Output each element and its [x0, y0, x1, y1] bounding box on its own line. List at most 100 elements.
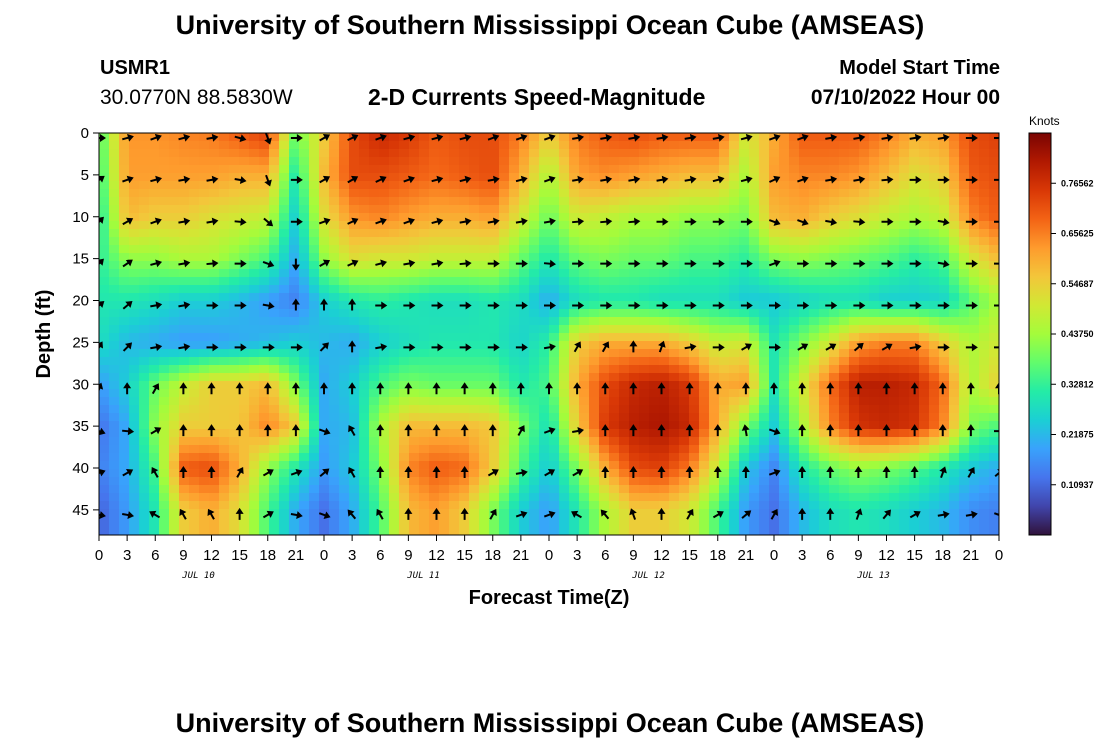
heatmap-cell: [699, 453, 710, 462]
heatmap-cell: [899, 309, 910, 318]
heatmap-cell: [579, 501, 590, 510]
heatmap-cell: [579, 509, 590, 518]
heatmap-cell: [259, 477, 270, 486]
heatmap-cell: [869, 397, 880, 406]
heatmap-cell: [99, 477, 110, 486]
heatmap-cell: [229, 133, 240, 142]
heatmap-cell: [109, 285, 120, 294]
heatmap-cell: [229, 485, 240, 494]
heatmap-cell: [319, 189, 330, 198]
heatmap-cell: [819, 157, 830, 166]
heatmap-cell: [489, 461, 500, 470]
heatmap-cell: [159, 509, 170, 518]
heatmap-cell: [859, 341, 870, 350]
heatmap-cell: [989, 197, 999, 206]
heatmap-cell: [509, 429, 520, 438]
heatmap-cell: [919, 389, 930, 398]
heatmap-cell: [779, 253, 790, 262]
heatmap-cell: [719, 149, 730, 158]
heatmap-cell: [529, 349, 540, 358]
heatmap-cell: [219, 165, 230, 174]
heatmap-cell: [469, 237, 480, 246]
heatmap-cell: [469, 229, 480, 238]
heatmap-cell: [299, 269, 310, 278]
heatmap-cell: [509, 229, 520, 238]
heatmap-cell: [649, 365, 660, 374]
heatmap-cell: [679, 237, 690, 246]
heatmap-cell: [679, 165, 690, 174]
heatmap-cell: [979, 413, 990, 422]
heatmap-cell: [959, 277, 970, 286]
heatmap-cell: [429, 197, 440, 206]
heatmap-cell: [779, 173, 790, 182]
heatmap-cell: [289, 285, 300, 294]
heatmap-cell: [919, 205, 930, 214]
heatmap-cell: [159, 429, 170, 438]
heatmap-cell: [149, 157, 160, 166]
heatmap-cell: [589, 493, 600, 502]
heatmap-cell: [739, 269, 750, 278]
heatmap-cell: [959, 285, 970, 294]
heatmap-cell: [439, 189, 450, 198]
heatmap-cell: [829, 485, 840, 494]
heatmap-cell: [259, 309, 270, 318]
heatmap-cell: [929, 349, 940, 358]
heatmap-cell: [879, 509, 890, 518]
heatmap-cell: [769, 501, 780, 510]
heatmap-cell: [559, 293, 570, 302]
heatmap-cell: [659, 317, 670, 326]
heatmap-cell: [279, 189, 290, 198]
heatmap-cell: [569, 245, 580, 254]
heatmap-cell: [429, 357, 440, 366]
heatmap-cell: [459, 261, 470, 270]
heatmap-cell: [399, 189, 410, 198]
heatmap-cell: [809, 341, 820, 350]
heatmap-cell: [509, 213, 520, 222]
heatmap-cell: [799, 461, 810, 470]
heatmap-cell: [869, 533, 880, 535]
heatmap-cell: [609, 309, 620, 318]
heatmap-cell: [669, 501, 680, 510]
heatmap-cell: [199, 173, 210, 182]
heatmap-cell: [929, 197, 940, 206]
heatmap-cell: [429, 477, 440, 486]
heatmap-cell: [279, 277, 290, 286]
heatmap-cell: [869, 485, 880, 494]
heatmap-cell: [309, 333, 320, 342]
heatmap-cell: [319, 357, 330, 366]
heatmap-cell: [669, 269, 680, 278]
heatmap-cell: [659, 213, 670, 222]
heatmap-cell: [499, 189, 510, 198]
current-arrow: [600, 217, 613, 226]
heatmap-cell: [229, 293, 240, 302]
heatmap-cell: [109, 517, 120, 526]
heatmap-cell: [289, 477, 300, 486]
heatmap-cell: [259, 205, 270, 214]
heatmap-cell: [189, 421, 200, 430]
current-arrow-head: [577, 133, 585, 142]
heatmap-cell: [679, 373, 690, 382]
heatmap-cell: [599, 205, 610, 214]
heatmap-cell: [509, 509, 520, 518]
current-arrow: [290, 134, 303, 142]
heatmap-cell: [609, 349, 620, 358]
heatmap-cell: [889, 237, 900, 246]
heatmap-cell: [229, 261, 240, 270]
heatmap-cell: [269, 301, 280, 310]
heatmap-cell: [239, 245, 250, 254]
heatmap-cell: [369, 333, 380, 342]
heatmap-cell: [379, 493, 390, 502]
heatmap-cell: [739, 349, 750, 358]
heatmap-cell: [289, 277, 300, 286]
heatmap-cell: [739, 157, 750, 166]
heatmap-cell: [949, 309, 960, 318]
heatmap-cell: [449, 405, 460, 414]
heatmap-cell: [299, 381, 310, 390]
heatmap-cell: [299, 421, 310, 430]
heatmap-cell: [239, 149, 250, 158]
heatmap-cell: [119, 277, 130, 286]
heatmap-cell: [719, 533, 730, 535]
heatmap-cell: [749, 293, 760, 302]
heatmap-cell: [959, 517, 970, 526]
heatmap-cell: [439, 525, 450, 534]
